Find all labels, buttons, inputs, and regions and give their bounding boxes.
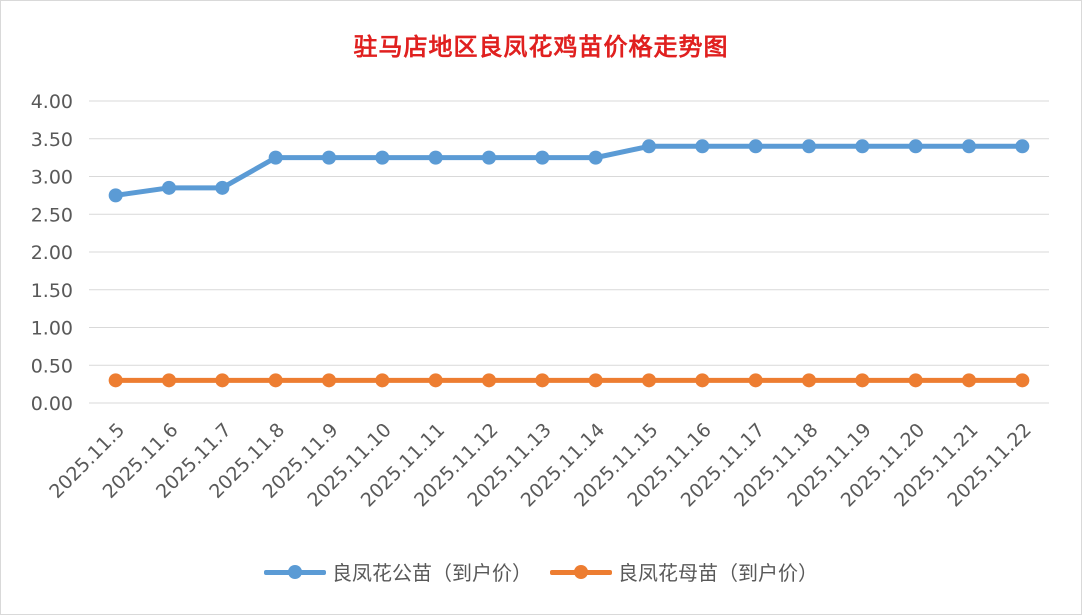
y-tick-label-3: 1.50 [31,280,73,302]
legend-item-male[interactable]: 良凤花公苗（到户价） [264,557,532,586]
series-line-0 [113,143,1025,198]
y-tick-label-4: 2.00 [31,242,73,264]
data-point-1-6[interactable] [428,373,443,388]
plot-area: 0.00 0.50 1.00 1.50 2.00 2.50 3.00 3.50 4.00 202… [31,91,1049,511]
data-point-1-14[interactable] [855,373,870,388]
data-point-1-16[interactable] [962,373,976,388]
data-point-1-12[interactable] [748,373,763,388]
legend-swatch-female-icon [550,562,612,582]
y-axis-ticks: 0.00 0.50 1.00 1.50 2.00 2.50 3.00 3.50 4.00 [31,91,73,415]
data-point-1-2[interactable] [215,373,230,388]
data-point-1-4[interactable] [322,373,336,388]
data-point-1-5[interactable] [375,373,390,388]
data-point-0-4[interactable] [322,150,336,165]
y-tick-label-2: 1.00 [31,318,73,340]
data-point-1-10[interactable] [642,373,656,388]
data-point-0-3[interactable] [268,150,283,165]
legend-item-female[interactable]: 良凤花母苗（到户价） [550,557,818,586]
data-point-1-3[interactable] [268,373,283,388]
data-point-1-7[interactable] [482,373,496,388]
data-point-0-0[interactable] [108,188,123,203]
legend-label-female: 良凤花母苗（到户价） [618,561,818,585]
data-point-0-9[interactable] [588,150,603,165]
series-lines [108,139,1030,388]
y-tick-label-1: 0.50 [31,355,73,377]
data-point-1-0[interactable] [108,373,123,388]
data-point-0-5[interactable] [375,150,390,165]
data-point-1-1[interactable] [162,373,176,388]
data-point-0-11[interactable] [695,139,710,154]
data-point-0-8[interactable] [535,150,550,165]
x-axis-ticks: 2025.11.52025.11.62025.11.72025.11.82025… [45,419,1036,511]
data-point-0-1[interactable] [162,180,176,195]
gridlines [89,100,1049,404]
data-point-0-12[interactable] [748,139,763,154]
legend-swatch-male-icon [264,562,326,582]
data-point-1-8[interactable] [535,373,550,388]
legend-label-male: 良凤花公苗（到户价） [332,561,532,585]
data-point-1-11[interactable] [695,373,710,388]
y-tick-label-8: 4.00 [31,91,73,113]
data-point-0-16[interactable] [962,139,976,154]
chart-title: 驻马店地区良凤花鸡苗价格走势图 [353,32,729,61]
legend: 良凤花公苗（到户价） 良凤花母苗（到户价） [1,557,1081,586]
data-point-0-13[interactable] [802,139,816,154]
data-point-1-15[interactable] [908,373,923,388]
data-point-0-7[interactable] [482,150,496,165]
data-point-0-17[interactable] [1015,139,1030,154]
data-point-0-6[interactable] [428,150,443,165]
data-point-1-17[interactable] [1015,373,1030,388]
y-tick-label-6: 3.00 [31,167,73,189]
data-point-0-10[interactable] [642,139,656,154]
data-point-0-14[interactable] [855,139,870,154]
data-point-0-15[interactable] [908,139,923,154]
data-point-1-9[interactable] [588,373,603,388]
y-tick-label-5: 2.50 [31,204,73,226]
y-tick-label-0: 0.00 [31,393,73,415]
data-point-1-13[interactable] [802,373,816,388]
data-point-0-2[interactable] [215,180,230,195]
y-tick-label-7: 3.50 [31,129,73,151]
